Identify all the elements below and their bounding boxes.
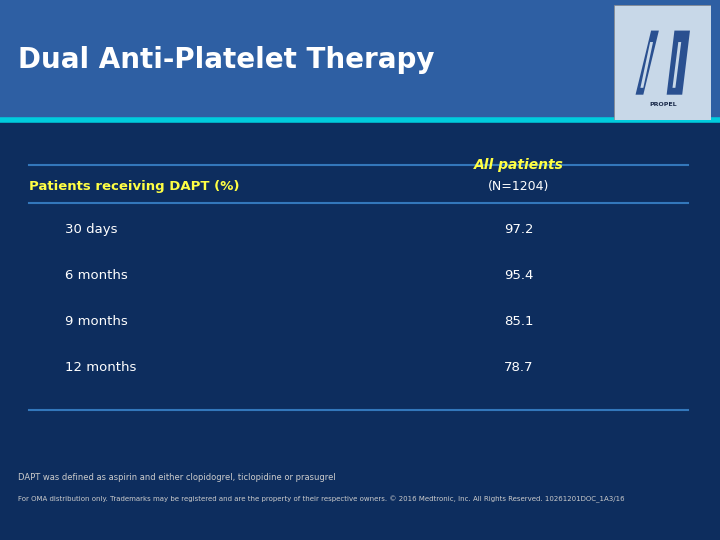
Text: 9 months: 9 months xyxy=(65,315,127,328)
Text: Dual Anti-Platelet Therapy: Dual Anti-Platelet Therapy xyxy=(18,46,434,74)
Polygon shape xyxy=(667,31,690,94)
Text: Patients receiving DAPT (%): Patients receiving DAPT (%) xyxy=(29,180,239,193)
Polygon shape xyxy=(672,42,681,88)
Text: 95.4: 95.4 xyxy=(504,269,533,282)
Text: 30 days: 30 days xyxy=(65,223,117,236)
Text: 6 months: 6 months xyxy=(65,269,127,282)
Text: 12 months: 12 months xyxy=(65,361,136,374)
Text: 78.7: 78.7 xyxy=(504,361,533,374)
Bar xyxy=(0,0,720,120)
Polygon shape xyxy=(636,31,659,94)
Text: DAPT was defined as aspirin and either clopidogrel, ticlopidine or prasugrel: DAPT was defined as aspirin and either c… xyxy=(18,474,336,482)
Polygon shape xyxy=(640,42,653,88)
Text: (N=1204): (N=1204) xyxy=(487,180,549,193)
Text: For OMA distribution only. Trademarks may be registered and are the property of : For OMA distribution only. Trademarks ma… xyxy=(18,496,625,503)
Text: 85.1: 85.1 xyxy=(504,315,533,328)
Text: All patients: All patients xyxy=(474,158,563,172)
Text: 97.2: 97.2 xyxy=(504,223,533,236)
Text: PROPEL: PROPEL xyxy=(649,103,677,107)
